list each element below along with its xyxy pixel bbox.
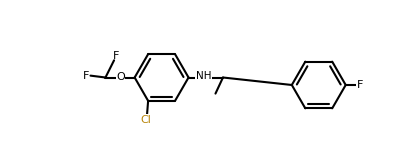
Text: O: O	[116, 72, 125, 82]
Text: NH: NH	[196, 71, 211, 81]
Text: F: F	[83, 71, 89, 81]
Text: F: F	[113, 51, 119, 61]
Text: F: F	[357, 80, 363, 90]
Text: Cl: Cl	[141, 115, 152, 124]
